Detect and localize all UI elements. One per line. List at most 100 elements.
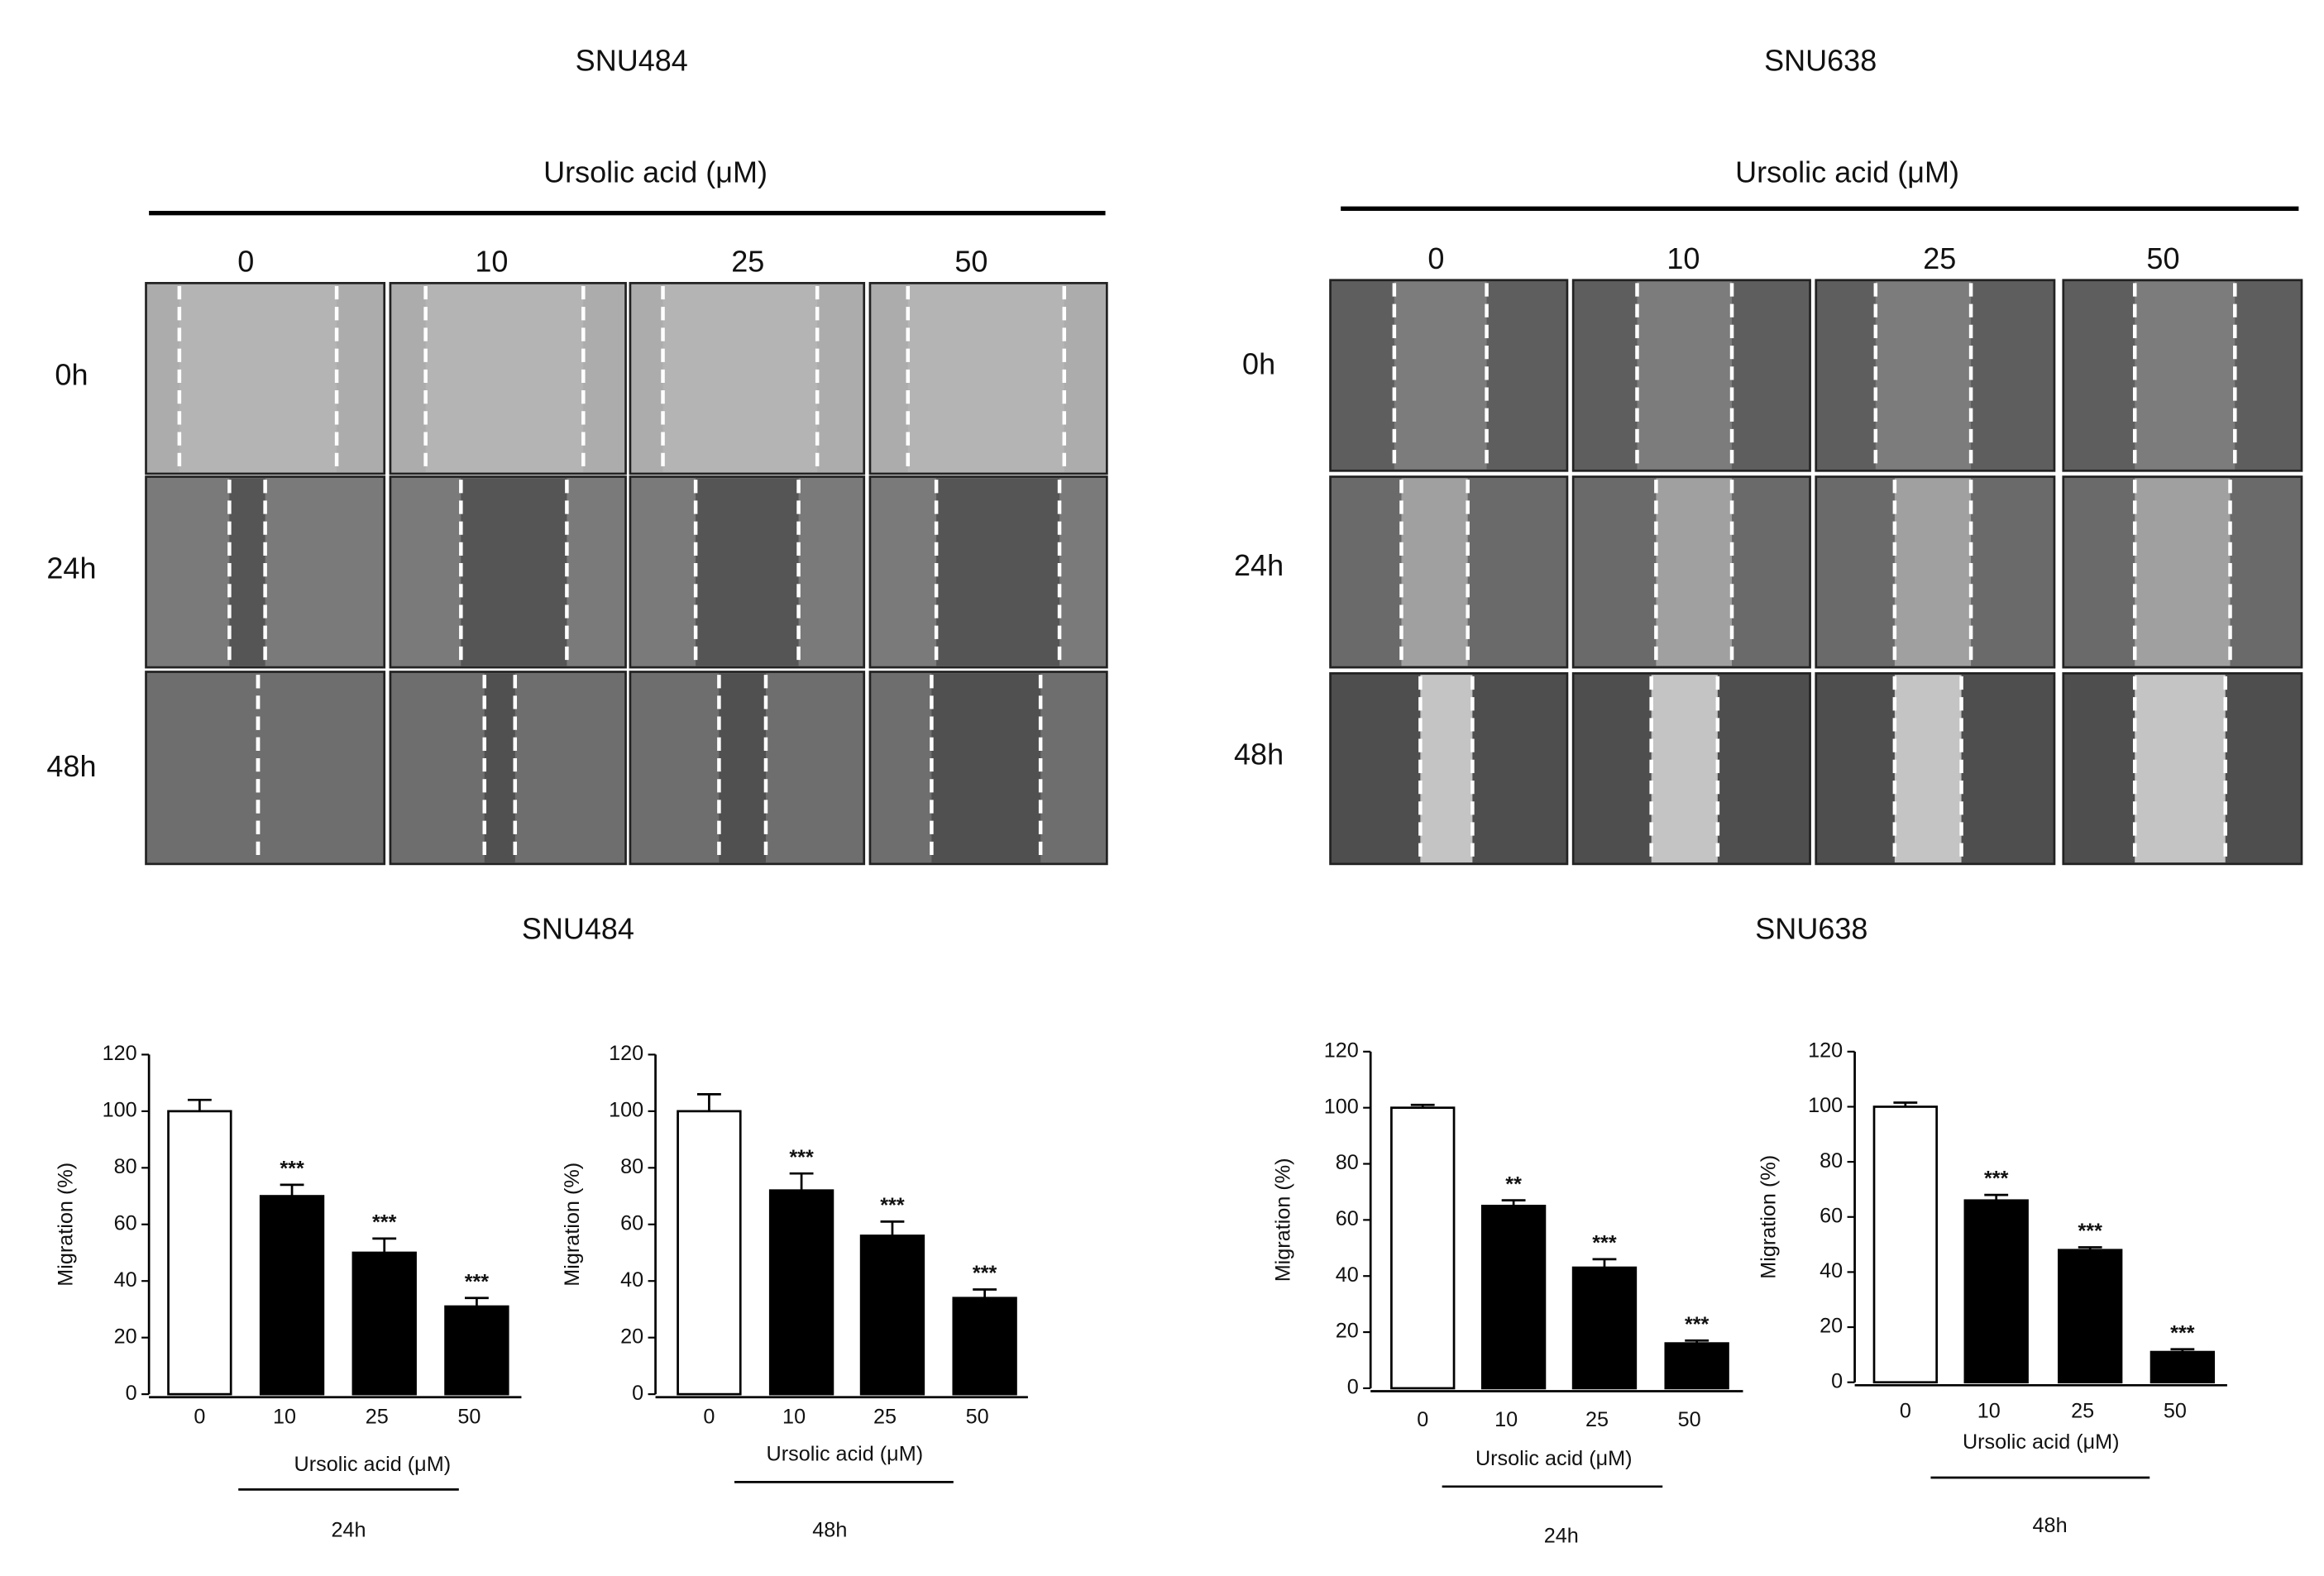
- x-tick-label: 0: [1900, 1399, 1911, 1422]
- error-bar: [789, 1172, 814, 1191]
- column-label: 10: [475, 244, 508, 278]
- wound-gap: [1637, 281, 1733, 470]
- error-bar: [1984, 1193, 2009, 1201]
- significance: ***: [880, 1194, 905, 1217]
- x-tick-label: 50: [966, 1406, 989, 1429]
- column-label: 0: [237, 244, 254, 278]
- y-axis-label: Migration (%): [1271, 1158, 1294, 1282]
- treatment-label: Ursolic acid (μM): [1735, 155, 1959, 189]
- row-label: 0h: [55, 357, 88, 391]
- x-tick-label: 50: [457, 1406, 481, 1429]
- x-tick-label: 25: [366, 1406, 389, 1429]
- wound-gap: [931, 673, 1041, 863]
- bar: [1664, 1342, 1729, 1390]
- error-bar: [973, 1288, 997, 1298]
- significance: ***: [1984, 1168, 2009, 1191]
- y-tick-label: 100: [1324, 1095, 1359, 1118]
- bar: [1963, 1199, 2029, 1384]
- wound-gap: [719, 673, 766, 863]
- y-tick-label: 80: [620, 1155, 643, 1178]
- significance: ***: [1592, 1232, 1617, 1255]
- y-tick-label: 0: [1347, 1376, 1359, 1399]
- x-axis-label: Ursolic acid (μM): [294, 1453, 452, 1476]
- x-tick-label: 10: [782, 1406, 806, 1429]
- y-tick-label: 80: [1336, 1151, 1359, 1174]
- x-tick-label: 25: [1585, 1408, 1609, 1431]
- x-tick-label: 10: [273, 1406, 296, 1429]
- wound-gap: [662, 284, 818, 473]
- y-tick-label: 40: [1820, 1259, 1843, 1282]
- significance: ***: [465, 1270, 490, 1293]
- y-tick-label: 20: [1336, 1320, 1359, 1343]
- y-tick-label: 100: [1808, 1094, 1843, 1117]
- y-tick-label: 60: [114, 1211, 137, 1235]
- bar: [1872, 1106, 1939, 1384]
- wound-gap: [936, 478, 1060, 666]
- error-bar: [2078, 1246, 2102, 1250]
- time-label: 48h: [2033, 1514, 2068, 1537]
- bar: [167, 1110, 232, 1396]
- wound-gap: [179, 284, 337, 473]
- error-bar: [1501, 1199, 1526, 1206]
- significance: ***: [973, 1262, 997, 1285]
- wound-gap: [1420, 675, 1473, 863]
- x-tick-label: 0: [194, 1406, 205, 1429]
- wound-gap: [1875, 281, 1972, 470]
- bar: [1480, 1205, 1547, 1390]
- x-tick-label: 25: [873, 1406, 897, 1429]
- significance: **: [1505, 1172, 1522, 1196]
- micrograph: [145, 671, 386, 866]
- bar: [2149, 1350, 2216, 1384]
- y-tick-label: 0: [632, 1382, 643, 1405]
- wound-gap: [1651, 675, 1718, 863]
- column-label: 25: [731, 244, 764, 278]
- x-tick-label: 25: [2071, 1399, 2094, 1422]
- x-tick-label: 0: [703, 1406, 715, 1429]
- row-label: 0h: [1242, 347, 1275, 381]
- y-tick-label: 120: [609, 1042, 643, 1065]
- column-label: 10: [1666, 241, 1700, 275]
- wound-gap: [1401, 478, 1468, 666]
- bar: [677, 1110, 742, 1396]
- column-label: 0: [1427, 241, 1444, 275]
- x-tick-label: 0: [1417, 1408, 1428, 1431]
- error-bar: [1410, 1103, 1435, 1108]
- bar: [768, 1189, 834, 1396]
- error-bar: [1893, 1101, 1918, 1107]
- error-bar: [280, 1183, 304, 1196]
- y-tick-label: 20: [114, 1325, 137, 1348]
- bar: [259, 1195, 325, 1396]
- wound-gap: [1894, 675, 1962, 863]
- x-tick-label: 50: [1678, 1408, 1701, 1431]
- error-bar: [372, 1237, 397, 1253]
- x-tick-label: 50: [2164, 1399, 2187, 1422]
- time-label: 24h: [1544, 1525, 1579, 1548]
- error-bar: [187, 1098, 212, 1111]
- y-axis-label: Migration (%): [1757, 1155, 1781, 1279]
- bar: [859, 1235, 925, 1396]
- wound-gap: [1894, 478, 1972, 666]
- bar: [1571, 1266, 1638, 1390]
- wound-gap: [1394, 281, 1487, 470]
- y-tick-label: 40: [1336, 1263, 1359, 1287]
- y-tick-label: 40: [114, 1268, 137, 1292]
- significance: ***: [372, 1211, 397, 1235]
- column-label: 50: [2146, 241, 2179, 275]
- y-axis-label: Migration (%): [561, 1163, 584, 1287]
- bar: [2058, 1249, 2123, 1384]
- y-tick-label: 0: [1831, 1369, 1843, 1392]
- y-axis-label: Migration (%): [55, 1163, 78, 1287]
- significance: ***: [1685, 1313, 1710, 1336]
- y-tick-label: 100: [103, 1099, 137, 1122]
- y-tick-label: 120: [103, 1042, 137, 1065]
- y-tick-label: 80: [1820, 1149, 1843, 1172]
- row-label: 24h: [1234, 548, 1284, 582]
- wound-gap: [229, 478, 265, 666]
- section-title: SNU484: [522, 911, 634, 945]
- wound-gap: [484, 673, 515, 863]
- error-bar: [1592, 1258, 1617, 1268]
- y-tick-label: 80: [114, 1155, 137, 1178]
- panel-title: SNU638: [1764, 43, 1877, 77]
- bar: [444, 1305, 509, 1396]
